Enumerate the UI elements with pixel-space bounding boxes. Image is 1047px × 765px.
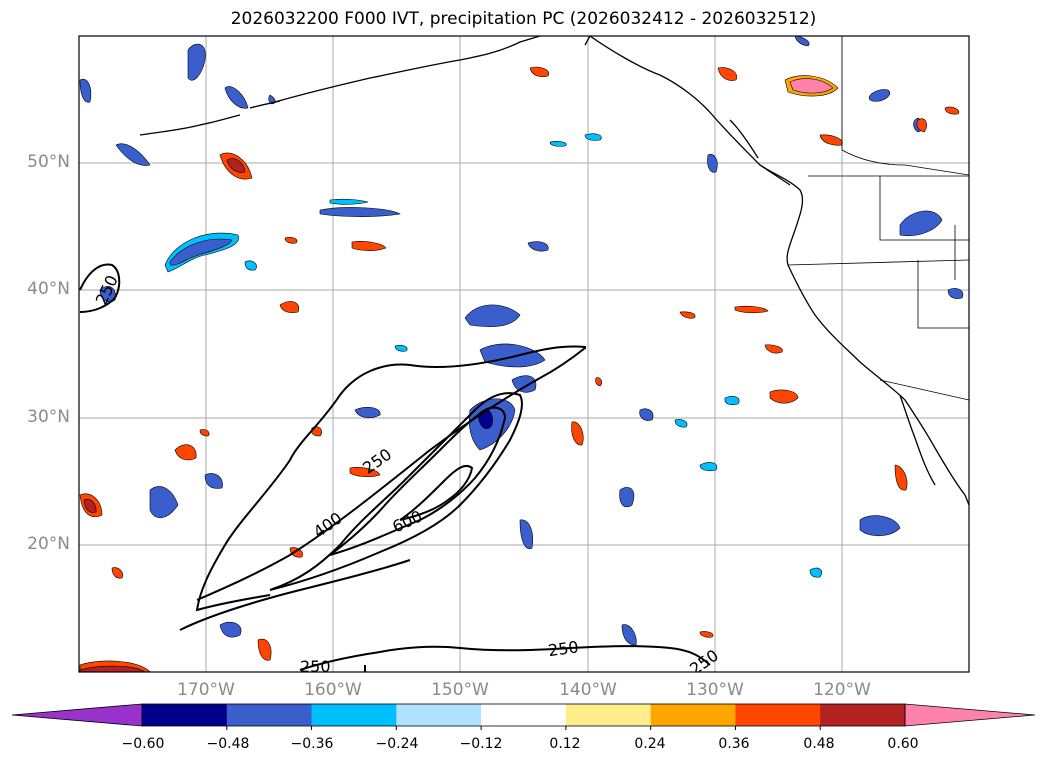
colorbar-tick-label: 0.48 <box>803 736 835 752</box>
colorbar-bin <box>650 704 736 726</box>
lat-label-20n: 20°N <box>27 534 70 554</box>
colorbar-tick-label: −0.36 <box>290 736 334 752</box>
coastlines <box>139 36 969 506</box>
lon-label-150w: 150°W <box>431 680 489 700</box>
lon-label-140w: 140°W <box>559 680 617 700</box>
colorbar-tick-label: −0.24 <box>375 736 419 752</box>
colorbar-bin <box>396 704 482 726</box>
lat-label-30n: 30°N <box>27 407 70 427</box>
colorbar-outline <box>141 703 906 727</box>
state-borders <box>787 36 969 401</box>
ivt-label-250-southeast: 250 <box>547 637 580 660</box>
colorbar-tick-label: 0.12 <box>549 736 581 752</box>
precip-pc-field <box>79 36 964 646</box>
colorbar-bin <box>565 704 652 726</box>
lat-label-50n: 50°N <box>27 152 70 172</box>
ivt-label-250-south: 250 <box>300 657 331 676</box>
colorbar-bin <box>735 704 821 726</box>
colorbar-extend-min <box>11 703 143 727</box>
precip-pc-positive <box>79 66 960 672</box>
colorbar-bin <box>226 704 313 726</box>
map-frame <box>78 35 970 673</box>
colorbar-tick-label: −0.48 <box>206 736 250 752</box>
colorbar-tick-label: −0.12 <box>459 736 503 752</box>
colorbar-extend-max <box>904 703 1036 727</box>
lon-label-170w: 170°W <box>177 680 235 700</box>
colorbar-bin <box>820 704 906 726</box>
colorbar-tick-label: 0.60 <box>887 736 919 752</box>
ivt-contours <box>79 263 711 672</box>
colorbar-bin <box>311 704 397 726</box>
colorbar-bin <box>481 704 567 726</box>
map-title: 2026032200 F000 IVT, precipitation PC (2… <box>230 9 817 29</box>
colorbar-tick-label: −0.60 <box>121 736 165 752</box>
colorbar-tick-label: 0.24 <box>634 736 666 752</box>
colorbar-tick-label: 0.36 <box>718 736 750 752</box>
colorbar <box>11 703 1036 730</box>
lat-label-40n: 40°N <box>27 279 70 299</box>
lon-label-160w: 160°W <box>304 680 362 700</box>
lon-label-120w: 120°W <box>813 680 871 700</box>
lon-label-130w: 130°W <box>686 680 744 700</box>
colorbar-bin <box>142 704 228 726</box>
